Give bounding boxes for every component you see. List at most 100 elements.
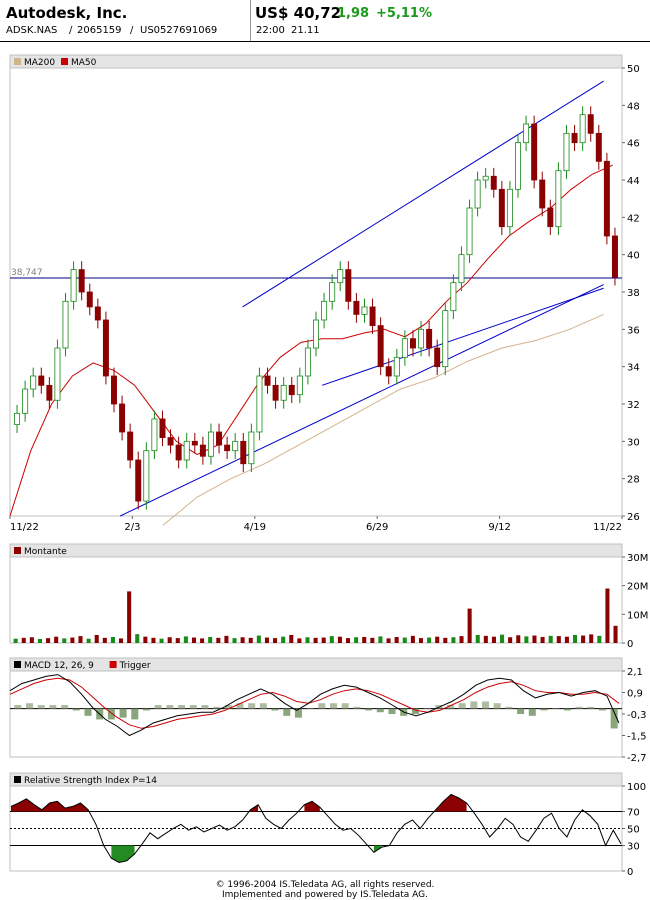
- company-name: Autodesk, Inc.: [6, 4, 128, 22]
- macd-histogram-bar: [528, 708, 536, 716]
- price-xtick-label: 11/22: [593, 522, 622, 533]
- header-rule: [0, 41, 650, 42]
- macd-histogram-bar: [330, 703, 338, 709]
- price-candle-body: [523, 123, 530, 144]
- price-legend-swatch: [61, 58, 68, 65]
- macd-legend-bar: [9, 657, 623, 672]
- volume-bar: [491, 636, 496, 643]
- rsi-legend-label: Relative Strength Index P=14: [24, 776, 157, 786]
- volume-bar: [191, 637, 197, 643]
- volume-bar: [597, 635, 602, 643]
- price-ytick-label: 48: [627, 101, 640, 112]
- volume-bar: [313, 637, 318, 643]
- volume-bar: [394, 636, 399, 643]
- macd-histogram-bar: [341, 703, 349, 709]
- price-candle-body: [587, 114, 594, 134]
- macd-histogram-bar: [388, 708, 396, 715]
- price-ytick-label: 44: [627, 176, 640, 187]
- rsi-ytick-label: 70: [627, 808, 640, 819]
- quote-date: 21.11: [291, 25, 320, 36]
- volume-bar: [532, 635, 537, 643]
- volume-bar: [370, 637, 375, 643]
- macd-histogram-bar: [236, 703, 244, 709]
- price-candle-body: [361, 306, 368, 315]
- macd-histogram-bar: [248, 703, 256, 709]
- price-candle-body: [272, 384, 279, 401]
- price-xtick-label: 4/19: [244, 522, 266, 533]
- macd-line: [9, 674, 620, 737]
- volume-bar: [273, 638, 278, 643]
- price-candle-body: [119, 403, 126, 433]
- volume-ytick-label: 30M: [627, 553, 648, 564]
- volume-bar: [435, 636, 440, 643]
- volume-ytick-label: 0: [627, 639, 633, 650]
- rsi-oversold-area: [111, 845, 135, 863]
- macd-trigger-line: [9, 677, 620, 729]
- price-candle-body: [240, 440, 247, 465]
- macd-ytick-label: -0,3: [627, 710, 647, 721]
- price-candle-body: [280, 384, 287, 401]
- volume-bar: [127, 591, 132, 643]
- copyright-text: © 1996-2004 IS.Teledata AG, all rights r…: [215, 880, 435, 890]
- macd-histogram-bar: [61, 705, 69, 709]
- price-candle-body: [498, 188, 505, 228]
- security-id: 2065159: [77, 25, 122, 36]
- volume-bar: [21, 637, 26, 643]
- price-candle-body: [70, 269, 77, 302]
- price-candle-body: [579, 114, 586, 144]
- price-candle-body: [401, 338, 408, 358]
- volume-bar: [78, 636, 83, 643]
- volume-bar: [208, 636, 213, 643]
- volume-bar: [321, 637, 326, 643]
- macd-histogram-bar: [552, 708, 560, 710]
- volume-bar: [62, 638, 67, 643]
- volume-bar: [483, 635, 488, 643]
- volume-bar: [451, 637, 456, 643]
- volume-bar: [175, 638, 180, 643]
- rsi-ytick-label: 100: [627, 782, 646, 793]
- price-candle-body: [434, 347, 441, 368]
- macd-histogram-bar: [294, 708, 302, 718]
- price-candle-body: [175, 444, 182, 461]
- macd-legend-label: Trigger: [119, 661, 151, 671]
- macd-histogram-bar: [365, 708, 373, 711]
- macd-histogram-bar: [259, 703, 267, 709]
- price-legend-label: MA200: [24, 58, 55, 68]
- price-candle-body: [191, 440, 198, 446]
- price-candle-body: [14, 412, 21, 425]
- price-candle-body: [426, 328, 433, 349]
- price-candle-body: [321, 300, 328, 321]
- macd-histogram-bar: [482, 701, 490, 709]
- macd-histogram-bar: [142, 708, 150, 711]
- volume-bar: [119, 638, 124, 643]
- price-candle-body: [288, 384, 295, 396]
- volume-bar: [354, 637, 359, 643]
- macd-histogram-bar: [224, 705, 232, 709]
- rsi-line: [10, 793, 622, 864]
- price-candle-body: [515, 142, 521, 190]
- last-price: US$ 40,72: [255, 4, 342, 22]
- macd-histogram-bar: [84, 708, 92, 716]
- volume-bar: [289, 634, 294, 643]
- macd-histogram-bar: [201, 705, 209, 709]
- price-candle-body: [506, 188, 513, 228]
- macd-histogram-bar: [178, 705, 186, 709]
- price-candle-body: [111, 375, 117, 405]
- volume-bar: [572, 634, 578, 643]
- price-ytick-label: 50: [627, 64, 640, 75]
- ma50-line: [9, 164, 614, 517]
- volume-frame: [9, 556, 623, 644]
- trend-channel-upper: [242, 80, 604, 308]
- price-candle-body: [458, 254, 465, 284]
- volume-bar: [46, 638, 51, 643]
- volume-bar: [102, 637, 107, 643]
- macd-histogram-bar: [505, 706, 513, 709]
- price-candle-body: [563, 132, 570, 172]
- volume-bar: [159, 638, 164, 643]
- macd-histogram-bar: [166, 705, 174, 709]
- price-ytick-label: 28: [627, 475, 640, 486]
- macd-histogram-bar: [493, 703, 501, 709]
- volume-bar: [410, 635, 415, 643]
- price-candle-body: [143, 450, 150, 502]
- price-candle-body: [603, 160, 610, 237]
